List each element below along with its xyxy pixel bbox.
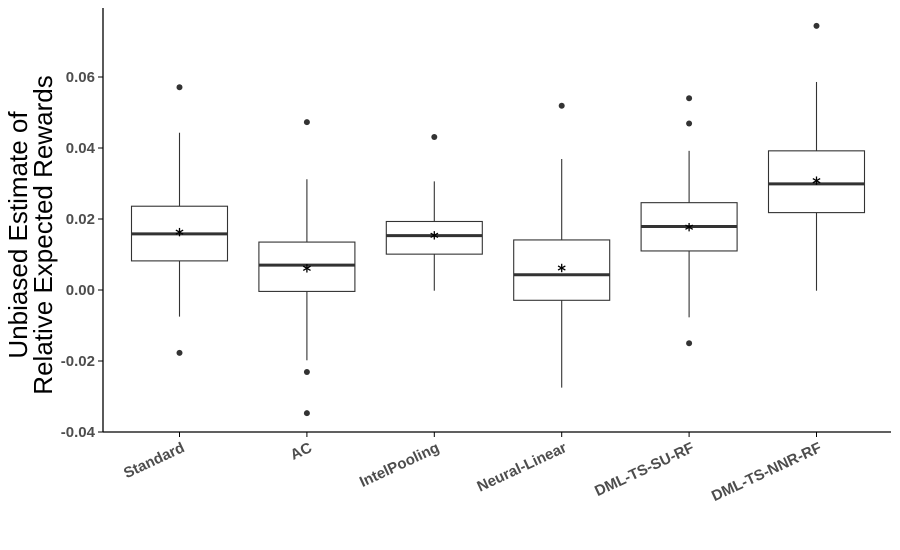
box-Neural-Linear	[513, 102, 611, 388]
mean-marker-stroke	[557, 265, 566, 271]
mean-marker	[557, 263, 566, 273]
mean-marker-stroke	[175, 229, 184, 235]
mean-marker-stroke	[302, 265, 311, 272]
mean-marker-stroke	[430, 232, 439, 238]
outlier-point	[176, 84, 183, 91]
x-tick-label: Standard	[121, 439, 187, 482]
y-axis-title-line-1: Unbiased Estimate of	[3, 111, 33, 359]
y-tick-label: 0.04	[66, 140, 96, 157]
mean-marker	[430, 231, 439, 240]
x-tick-label: IntelPooling	[357, 439, 442, 491]
outlier-point	[303, 369, 310, 376]
y-tick-label: -0.02	[61, 353, 95, 370]
box-DML-TS-SU-RF	[640, 95, 738, 347]
y-tick-label: -0.04	[61, 424, 96, 441]
mean-marker	[302, 264, 311, 273]
x-tick-label: AC	[288, 439, 315, 464]
x-axis: Standard AC IntelPooling Neural-Linear DML-T…	[103, 431, 891, 505]
outlier-point	[303, 119, 310, 126]
mean-marker-stroke	[812, 177, 821, 184]
x-tick-label: Neural-Linear	[475, 439, 570, 495]
outlier-point	[686, 340, 693, 347]
y-tick-label: 0.02	[66, 211, 95, 228]
plot-area	[130, 22, 866, 417]
y-tick-label: 0.06	[66, 69, 95, 86]
y-tick-label: 0.00	[66, 282, 95, 299]
outlier-point	[176, 349, 183, 356]
outlier-point	[686, 120, 693, 127]
mean-marker-stroke	[685, 224, 694, 230]
x-tick-label: DML-TS-SU-RF	[592, 439, 697, 500]
outlier-point	[431, 133, 438, 140]
box-IntelPooling	[385, 133, 483, 291]
mean-marker	[685, 222, 694, 232]
box-DML-TS-NNR-RF	[767, 22, 866, 291]
outlier-point	[303, 410, 310, 417]
box-Standard	[130, 84, 229, 356]
outlier-point	[558, 102, 565, 109]
y-axis: -0.04 -0.02 0.00 0.02 0.04 0.06	[61, 8, 104, 441]
box-AC	[258, 119, 356, 417]
mean-marker	[175, 227, 184, 237]
x-tick-label: DML-TS-NNR-RF	[709, 439, 824, 505]
mean-marker	[812, 176, 821, 185]
outlier-point	[813, 22, 820, 29]
y-axis-title-line-2: Relative Expected Rewards	[28, 75, 58, 394]
outlier-point	[686, 95, 693, 102]
